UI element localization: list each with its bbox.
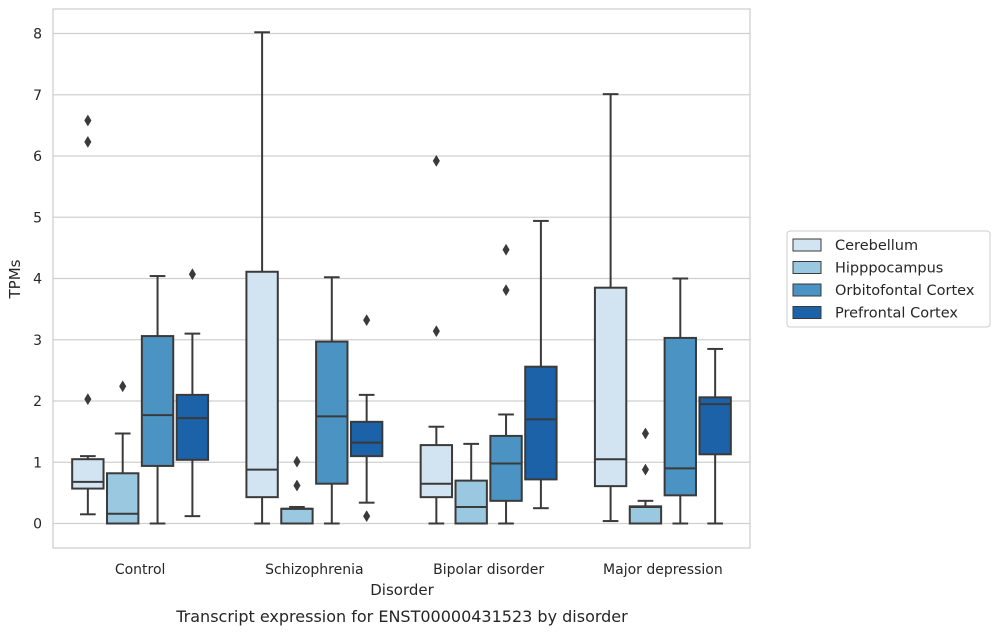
box-group	[106, 380, 140, 525]
y-tick-label: 3	[33, 333, 42, 349]
box-group	[175, 268, 210, 518]
box-group	[698, 347, 732, 525]
box-iqr	[524, 365, 558, 481]
box-iqr	[628, 505, 663, 525]
y-tick-label: 2	[33, 394, 42, 410]
box-iqr	[71, 458, 105, 490]
legend-items: Cerebellum Hipppocampus Orbitofontal Corte…	[792, 238, 975, 322]
outlier-marker	[363, 314, 371, 327]
box-iqr	[106, 472, 140, 525]
box-iqr	[419, 444, 454, 499]
chart-caption: Transcript expression for ENST0000043152…	[175, 607, 628, 626]
legend-swatch	[792, 261, 822, 274]
y-axis-ticks: 0 1 2 3 4 5 6 7 8	[33, 27, 42, 533]
legend-label: Prefrontal Cortex	[835, 306, 958, 322]
box-iqr	[454, 479, 488, 525]
box-iqr	[175, 393, 210, 461]
boxes	[71, 31, 732, 525]
box-group	[245, 31, 279, 525]
outlier-marker	[293, 479, 301, 492]
outlier-marker	[293, 455, 301, 468]
box-group	[349, 314, 384, 523]
box-iqr	[140, 335, 175, 467]
box-iqr	[593, 286, 628, 488]
outlier-marker	[502, 284, 510, 297]
y-tick-label: 8	[33, 27, 42, 43]
legend-label: Cerebellum	[835, 238, 918, 254]
outlier-marker	[119, 380, 127, 393]
outlier-marker	[188, 268, 196, 281]
legend: Cerebellum Hipppocampus Orbitofontal Corte…	[786, 230, 991, 328]
outlier-marker	[84, 135, 92, 148]
plot-area-frame	[52, 8, 751, 549]
box-iqr	[245, 270, 279, 499]
box-group	[140, 275, 175, 525]
box-iqr	[489, 434, 523, 502]
x-tick-label: Major depression	[603, 562, 723, 578]
box-group	[454, 442, 488, 525]
outlier-marker	[432, 154, 440, 167]
legend-label: Hipppocampus	[835, 261, 943, 277]
box-group	[71, 114, 105, 516]
x-axis-ticks: Control Schizophrenia Bipolar disorder Majo…	[115, 562, 723, 578]
box-iqr	[698, 396, 732, 456]
legend-swatch	[792, 238, 822, 252]
outlier-marker	[84, 393, 92, 406]
outlier-marker	[641, 463, 650, 476]
y-tick-label: 1	[33, 455, 42, 471]
y-tick-label: 7	[33, 88, 42, 104]
box-group	[315, 276, 349, 525]
outlier-marker	[84, 114, 92, 127]
box-group	[489, 243, 523, 525]
outlier-marker	[641, 427, 650, 440]
box-iqr	[315, 340, 349, 485]
box-group	[628, 427, 663, 525]
x-tick-label: Bipolar disorder	[433, 562, 544, 578]
box-iqr	[349, 420, 384, 458]
box-group	[663, 277, 697, 525]
legend-swatch	[792, 283, 822, 297]
legend-label: Orbitofontal Cortex	[835, 283, 975, 299]
y-tick-label: 5	[33, 210, 42, 226]
outlier-marker	[502, 243, 510, 256]
box-iqr	[280, 507, 314, 525]
x-tick-label: Control	[115, 562, 166, 578]
box-group	[419, 154, 454, 525]
box-iqr	[663, 336, 697, 497]
box-group	[524, 219, 558, 510]
y-tick-label: 0	[33, 517, 42, 533]
box-group	[280, 455, 314, 525]
x-tick-label: Schizophrenia	[265, 562, 363, 578]
legend-frame	[786, 230, 991, 328]
y-axis-title: TPMs	[6, 259, 24, 299]
x-axis-title: Disorder	[370, 581, 434, 599]
outlier-marker	[432, 325, 440, 338]
y-tick-label: 4	[33, 272, 42, 288]
legend-swatch	[792, 306, 822, 319]
outlier-marker	[363, 510, 371, 523]
box-group	[593, 93, 628, 523]
y-tick-label: 6	[33, 149, 42, 165]
